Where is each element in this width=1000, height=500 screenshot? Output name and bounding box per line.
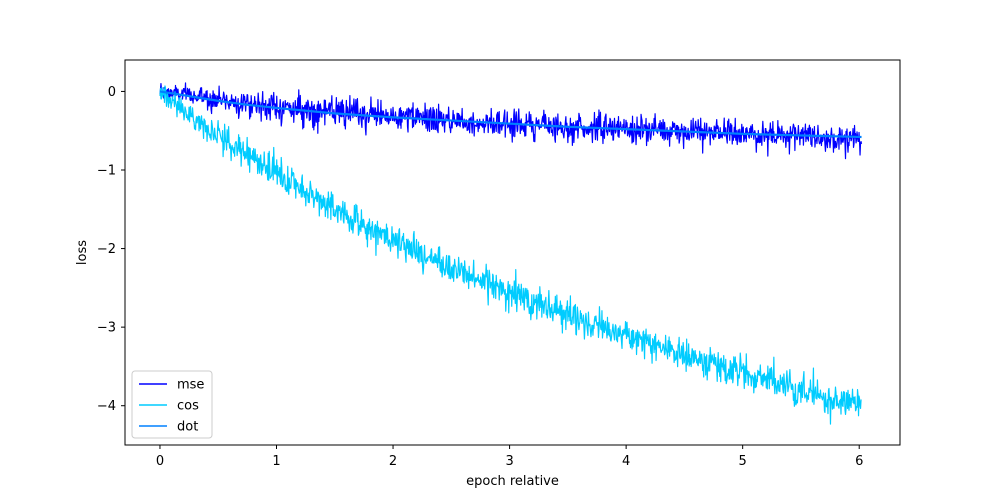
legend: mse cos dot (131, 370, 213, 439)
axes: 0 1 2 3 4 5 6 0 −1 −2 −3 −4 epoch relative loss (75, 59, 901, 489)
legend-label-dot: dot (177, 420, 198, 435)
legend-label-mse: mse (177, 378, 204, 393)
y-tick-label: −2 (97, 242, 116, 257)
plot-area (159, 82, 863, 425)
legend-box (131, 370, 213, 439)
x-tick-label: 5 (739, 454, 747, 469)
x-tick-label: 4 (622, 454, 630, 469)
series-line-mse (159, 82, 863, 160)
legend-label-cos: cos (177, 399, 199, 414)
x-tick-label: 0 (156, 454, 164, 469)
series-line-cos (159, 85, 862, 425)
y-tick-label: −1 (97, 164, 116, 179)
x-tick-label: 1 (272, 454, 280, 469)
x-tick-label: 3 (505, 454, 513, 469)
plot-frame (124, 59, 901, 446)
y-tick-label: −3 (97, 321, 116, 336)
y-tick-label: 0 (108, 85, 116, 100)
y-tick-label: −4 (97, 399, 116, 414)
x-axis-label: epoch relative (466, 474, 559, 489)
x-tick-label: 2 (389, 454, 397, 469)
x-tick-label: 6 (855, 454, 863, 469)
series-line-dot (159, 90, 862, 139)
y-axis-label: loss (75, 240, 90, 265)
